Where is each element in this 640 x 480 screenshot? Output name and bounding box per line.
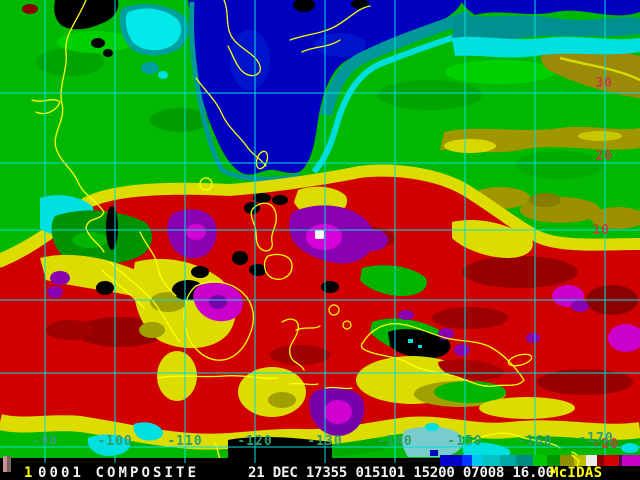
lon-label--100: -100 [97,434,132,449]
colorbar-segment [560,455,574,466]
lon-label--150: -150 [447,434,482,449]
cursor-artifact-shadow [7,456,11,472]
lon-label--170: -170 [578,431,613,446]
colorbar-segment [516,455,533,466]
lat-label-30: 30 [595,76,613,91]
frame-number[interactable]: 1 [24,465,32,480]
colorbar-segment [604,455,619,466]
lon-label--90: -90 [32,434,58,449]
lat-label--20: -20 [593,437,619,452]
mcidas-brand: McIDAS [550,465,602,480]
colorbar-segment [462,455,472,466]
status-bar: 1 0001 COMPOSITE 21 DEC 17355 015101 152… [0,454,640,480]
image-datetime: 21 DEC 17355 015101 15200 07008 16.00 [248,465,554,480]
colorbar-segment [619,455,622,466]
latlon-grid [0,0,640,462]
colorbar [440,455,640,466]
colorbar-segment [500,455,516,466]
colorbar-segment [482,455,500,466]
cloud-imagery [0,0,640,458]
lon-label--120: -120 [237,434,272,449]
grid-labels: 30 20 10 -20 -90 -100 -110 -120 -130 -14… [32,76,619,452]
colorbar-segment [597,455,604,466]
grid-tick-marks [44,458,396,463]
lon-label--140: -140 [377,434,412,449]
lat-label-20: 20 [595,149,613,164]
colorbar-segment [472,455,482,466]
colorbar-segment [574,455,586,466]
coastline-over-colorbar [571,454,580,467]
colorbar-segment [440,455,462,466]
cursor-artifact [3,456,7,472]
lon-label--110: -110 [167,434,202,449]
lat-label-10: 10 [592,223,610,238]
colorbar-segment [622,455,640,466]
colorbar-segment [586,455,597,466]
colorbar-segment [547,455,560,466]
lon-label--130: -130 [307,434,342,449]
lon-label--160: -160 [517,434,552,449]
colorbar-segment [533,455,547,466]
